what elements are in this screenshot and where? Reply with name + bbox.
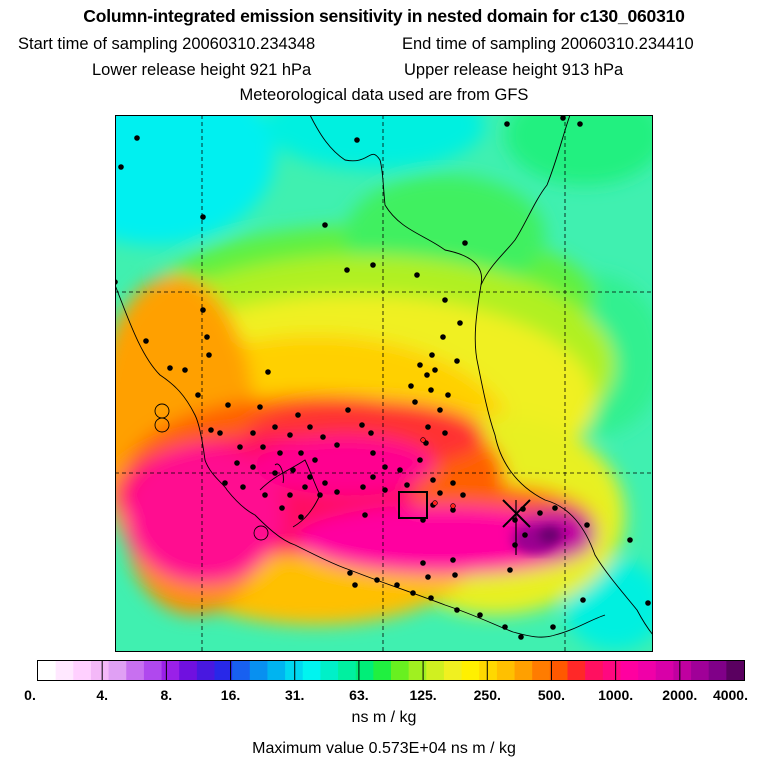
colorbar-tick-label: 63. (349, 687, 368, 703)
colorbar-swatch (232, 661, 251, 681)
colorbar-swatch (408, 661, 427, 681)
colorbar-tick-lines (101, 661, 681, 681)
maximum-value-label: Maximum value 0.573E+04 ns m / kg (252, 740, 516, 757)
colorbar-tick-label: 0. (24, 687, 36, 703)
colorbar-swatch (302, 661, 321, 681)
start-time-label: Start time of sampling 20060310.234348 (18, 35, 316, 53)
colorbar-swatch (55, 661, 74, 681)
latlon-grid (115, 115, 653, 652)
colorbar-swatch (143, 661, 163, 681)
map-outlines (115, 115, 653, 638)
colorbar-swatch (108, 661, 127, 681)
colorbar-swatch (514, 661, 533, 681)
colorbar-swatch (267, 661, 286, 681)
colorbar-swatch (38, 661, 57, 681)
emission-sensitivity-map (115, 115, 653, 652)
colorbar-swatch (496, 661, 516, 681)
colorbar: 0. 4. 8. 16. 31. 63. 125. 250. 500. 1000. 2000. 400… (24, 660, 748, 703)
colorbar-swatch (585, 661, 604, 681)
end-time-label: End time of sampling 20060310.234410 (402, 35, 694, 53)
colorbar-swatch (602, 661, 622, 681)
colorbar-unit-label: ns m / kg (351, 709, 417, 726)
colorbar-tick-label: 4. (96, 687, 108, 703)
colorbar-swatch (655, 661, 674, 681)
colorbar-swatch (196, 661, 216, 681)
colorbar-swatch (549, 661, 569, 681)
release-location-marker (398, 491, 531, 555)
colorbar-swatches (38, 661, 745, 681)
colorbar-tick-labels: 0. 4. 8. 16. 31. 63. 125. 250. 500. 1000. 2000. 400… (24, 687, 748, 703)
colorbar-swatch (532, 661, 551, 681)
colorbar-swatch (443, 661, 463, 681)
colorbar-tick-label: 16. (221, 687, 240, 703)
colorbar-swatch (620, 661, 639, 681)
upper-release-height-label: Upper release height 913 hPa (404, 61, 624, 79)
colorbar-swatch (126, 661, 145, 681)
colorbar-tick-label: 2000. (662, 687, 697, 703)
colorbar-swatch (638, 661, 657, 681)
colorbar-swatch (90, 661, 110, 681)
colorbar-swatch (285, 661, 304, 681)
colorbar-swatch (214, 661, 233, 681)
colorbar-swatch (461, 661, 480, 681)
colorbar-swatch (320, 661, 339, 681)
colorbar-swatch (161, 661, 180, 681)
colorbar-swatch (249, 661, 269, 681)
colorbar-tick-label: 8. (161, 687, 173, 703)
colorbar-tick-label: 250. (474, 687, 501, 703)
colorbar-swatch (355, 661, 374, 681)
colorbar-tick-label: 31. (285, 687, 304, 703)
highlight-points (420, 437, 456, 509)
colorbar-tick-label: 125. (409, 687, 436, 703)
colorbar-tick-label: 4000. (713, 687, 748, 703)
colorbar-tick-label: 1000. (598, 687, 633, 703)
colorbar-swatch (73, 661, 92, 681)
colorbar-swatch (673, 661, 692, 681)
colorbar-swatch (567, 661, 586, 681)
colorbar-swatch (479, 661, 498, 681)
colorbar-swatch (726, 661, 745, 681)
lower-release-height-label: Lower release height 921 hPa (92, 61, 312, 79)
colorbar-swatch (708, 661, 727, 681)
chart-title: Column-integrated emission sensitivity i… (83, 6, 685, 26)
colorbar-swatch (179, 661, 198, 681)
colorbar-swatch (373, 661, 392, 681)
colorbar-tick-label: 500. (538, 687, 565, 703)
colorbar-swatch (426, 661, 445, 681)
sensitivity-field (115, 115, 653, 650)
colorbar-swatch (391, 661, 410, 681)
colorbar-frame (37, 660, 745, 681)
colorbar-swatch (691, 661, 710, 681)
plot-frame (115, 115, 653, 652)
colorbar-swatch (338, 661, 357, 681)
meteorological-data-label: Meteorological data used are from GFS (239, 86, 529, 104)
